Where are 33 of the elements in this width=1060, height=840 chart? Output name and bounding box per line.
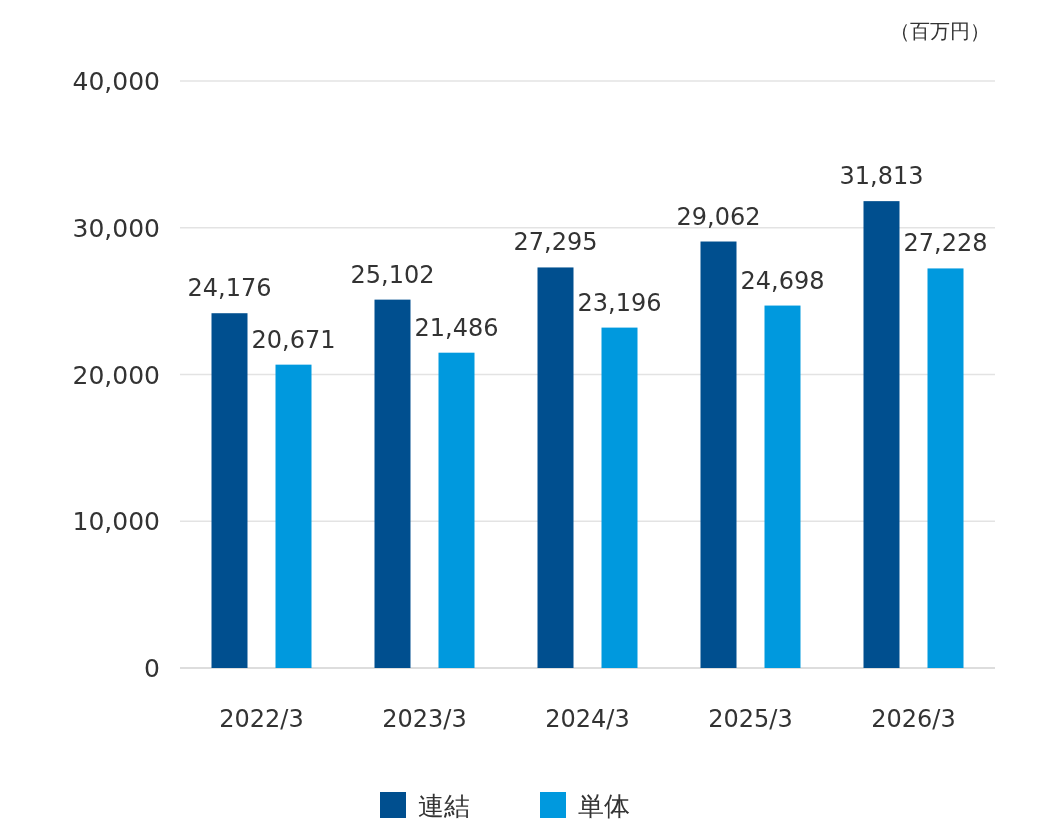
y-tick-label: 30,000 [72,213,160,243]
x-tick-label: 2023/3 [382,705,467,733]
bar [211,313,248,668]
y-tick-label: 20,000 [72,360,160,390]
data-label: 23,196 [577,288,662,317]
bar [601,327,638,668]
y-tick-label: 10,000 [72,507,160,537]
y-tick-label: 40,000 [72,67,160,96]
data-label: 31,813 [839,162,924,191]
data-label: 24,176 [187,274,272,303]
data-label: 25,102 [350,260,435,289]
y-tick-label: 0 [144,654,160,683]
bar [275,364,312,668]
bar [537,267,574,668]
y-axis-title: （百万円） [890,19,990,43]
legend-label: 連結 [418,791,470,821]
bar [700,241,737,668]
data-label: 27,228 [903,229,988,258]
data-label: 27,295 [513,228,598,257]
x-tick-label: 2022/3 [219,705,304,733]
data-label: 24,698 [740,266,825,295]
bar [863,201,900,668]
bar [374,299,411,668]
data-label: 20,671 [251,325,336,354]
bar [764,305,801,668]
bar [927,268,964,668]
bar [438,352,475,668]
legend-label: 単体 [578,791,630,821]
x-tick-label: 2024/3 [545,705,630,733]
data-label: 21,486 [414,313,499,342]
x-tick-label: 2026/3 [871,705,956,733]
data-label: 29,062 [676,202,761,231]
x-tick-label: 2025/3 [708,705,793,733]
